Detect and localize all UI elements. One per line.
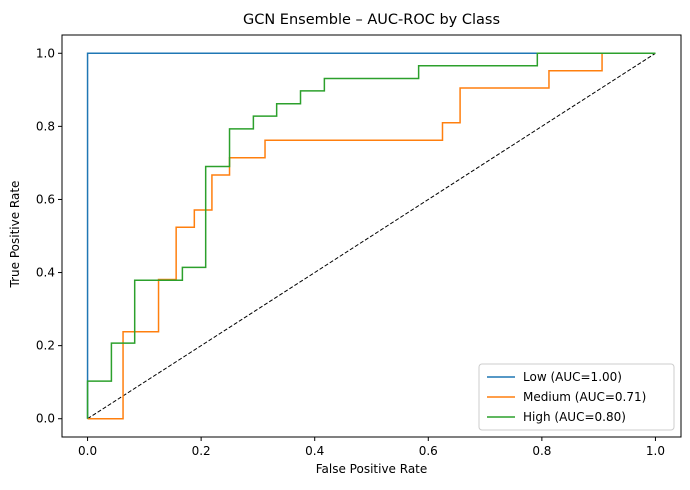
roc-curve-high xyxy=(86,52,656,419)
y-tick-label: 1.0 xyxy=(36,46,55,60)
x-tick-label: 0.6 xyxy=(419,444,438,458)
y-axis: 0.0 0.2 0.4 0.6 0.8 1.0 xyxy=(36,46,62,426)
x-tick-label: 0.2 xyxy=(192,444,211,458)
legend: Low (AUC=1.00) Medium (AUC=0.71) High (AUC… xyxy=(478,363,675,431)
x-tick-label: 1.0 xyxy=(646,444,665,458)
legend-label-low: Low (AUC=1.00) xyxy=(523,370,622,384)
y-tick-label: 0.4 xyxy=(36,266,55,280)
roc-curve-low xyxy=(86,52,656,419)
series-layer xyxy=(86,52,656,420)
x-tick-label: 0.4 xyxy=(305,444,324,458)
y-tick-label: 0.2 xyxy=(36,339,55,353)
x-axis: 0.0 0.2 0.4 0.6 0.8 1.0 xyxy=(78,437,665,458)
y-tick-label: 0.0 xyxy=(36,412,55,426)
x-axis-label: False Positive Rate xyxy=(316,462,428,476)
reference-diagonal-line xyxy=(87,52,656,420)
chart-title: GCN Ensemble – AUC-ROC by Class xyxy=(243,12,500,28)
x-tick-label: 0.8 xyxy=(532,444,551,458)
plot-border xyxy=(61,34,682,438)
y-axis-label: True Positive Rate xyxy=(8,181,22,289)
reference-layer xyxy=(87,52,656,420)
y-tick-label: 0.6 xyxy=(36,192,55,206)
legend-label-medium: Medium (AUC=0.71) xyxy=(523,390,646,404)
x-tick-label: 0.0 xyxy=(78,444,97,458)
y-tick-label: 0.8 xyxy=(36,119,55,133)
legend-box xyxy=(478,363,675,431)
legend-label-high: High (AUC=0.80) xyxy=(523,410,626,424)
